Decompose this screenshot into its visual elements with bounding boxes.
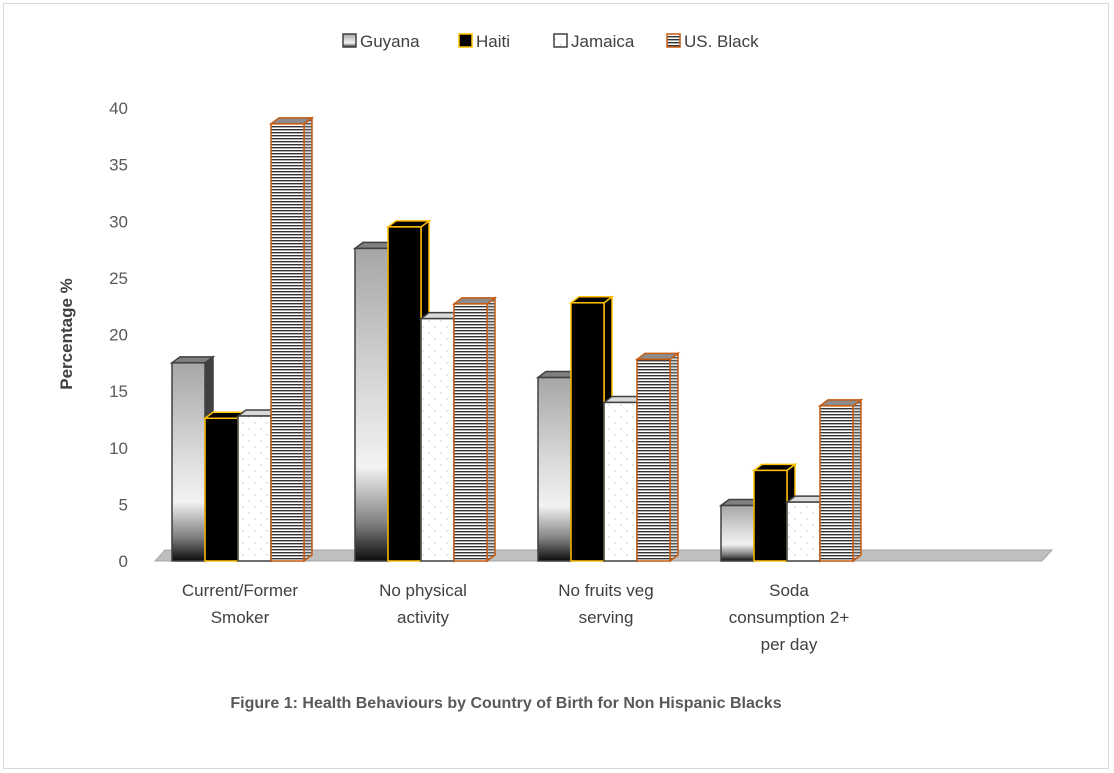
y-tick-label: 15	[109, 382, 128, 401]
legend-item-us-black: US. Black	[666, 32, 759, 51]
legend-swatch	[458, 33, 473, 48]
bar-jamaica-2	[601, 394, 648, 563]
x-axis: Current/Former Smoker No physical activity N…	[182, 581, 849, 654]
legend-item-guyana: Guyana	[342, 32, 420, 51]
legend-item-jamaica: Jamaica	[553, 32, 635, 51]
x-tick-label: Current/Former	[182, 581, 299, 600]
y-tick-label: 25	[109, 269, 128, 288]
bar-us-black-3	[817, 398, 864, 563]
legend-label: US. Black	[684, 32, 759, 51]
legend-swatch	[666, 33, 681, 48]
y-tick-label: 5	[119, 495, 128, 514]
x-tick-label: Soda	[769, 581, 809, 600]
legend-item-haiti: Haiti	[458, 32, 510, 51]
bars	[169, 116, 864, 563]
legend-swatch	[553, 33, 568, 48]
y-tick-label: 0	[119, 552, 128, 571]
y-tick-label: 40	[109, 99, 128, 118]
bar-us-black-1	[451, 296, 498, 563]
y-tick-label: 35	[109, 156, 128, 175]
x-tick-label: Smoker	[211, 608, 270, 627]
figure-caption: Figure 1: Health Behaviours by Country o…	[230, 695, 781, 712]
legend-label: Haiti	[476, 32, 510, 51]
legend-swatch	[342, 33, 357, 48]
bar-us-black-0	[268, 116, 315, 563]
bar-us-black-2	[634, 351, 681, 563]
y-tick-label: 20	[109, 326, 128, 345]
x-tick-label: serving	[579, 608, 634, 627]
x-tick-label: No fruits veg	[558, 581, 653, 600]
x-tick-label: per day	[761, 635, 818, 654]
y-tick-label: 30	[109, 212, 128, 231]
x-tick-label: consumption 2+	[729, 608, 850, 627]
legend-label: Guyana	[360, 32, 420, 51]
legend-label: Jamaica	[571, 32, 635, 51]
y-axis: 0 5 10 15 20 25 30 35 40	[109, 99, 128, 571]
x-tick-label: activity	[397, 608, 449, 627]
x-tick-label: No physical	[379, 581, 467, 600]
y-tick-label: 10	[109, 439, 128, 458]
y-axis-label: Percentage %	[57, 278, 76, 390]
bar-haiti-3	[751, 462, 798, 563]
legend: Guyana Haiti Jamaica US. Black	[342, 32, 759, 51]
